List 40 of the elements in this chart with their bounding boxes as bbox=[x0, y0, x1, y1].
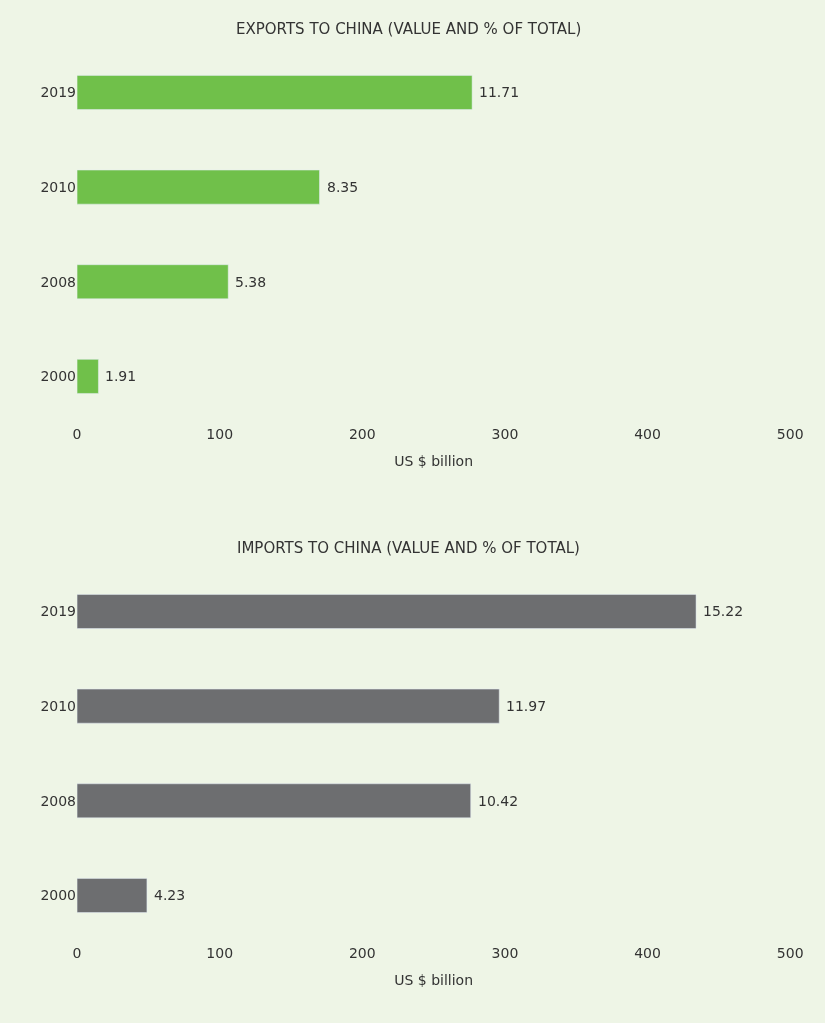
x-axis-title: US $ billion bbox=[394, 453, 474, 470]
annotation: 4.23 bbox=[154, 887, 186, 903]
chart-title: EXPORTS TO CHINA (VALUE AND % OF TOTAL) bbox=[236, 20, 582, 38]
annotation: 5.38 bbox=[235, 274, 267, 290]
bar bbox=[77, 783, 471, 819]
x-tick-label: 400 bbox=[634, 425, 661, 442]
annotation: 15.22 bbox=[703, 603, 744, 619]
x-tick-label: 200 bbox=[348, 944, 376, 961]
annotation: 1.91 bbox=[105, 368, 137, 384]
x-tick-label: 0 bbox=[72, 425, 82, 442]
x-tick-label: 100 bbox=[206, 425, 234, 442]
x-axis-title: US $ billion bbox=[394, 972, 474, 989]
x-tick-label: 400 bbox=[634, 944, 661, 961]
annotation: 11.71 bbox=[479, 84, 520, 100]
x-tick-label: 300 bbox=[491, 425, 519, 442]
x-tick-label: 200 bbox=[348, 425, 376, 442]
x-tick-label: 0 bbox=[72, 944, 82, 961]
y-tick-label: 2008 bbox=[40, 792, 77, 809]
y-tick-label: 2000 bbox=[40, 887, 77, 904]
bar bbox=[77, 75, 473, 110]
annotation: 8.35 bbox=[327, 179, 359, 195]
y-tick-label: 2008 bbox=[40, 273, 77, 290]
bar bbox=[77, 594, 697, 629]
annotation: 10.42 bbox=[478, 793, 519, 809]
y-tick-label: 2000 bbox=[40, 368, 77, 385]
y-tick-label: 2010 bbox=[40, 698, 77, 715]
x-tick-label: 100 bbox=[206, 944, 234, 961]
y-tick-label: 2019 bbox=[40, 603, 77, 620]
x-tick-label: 300 bbox=[491, 944, 519, 961]
bar bbox=[77, 688, 500, 724]
bar bbox=[77, 878, 148, 913]
bar bbox=[77, 169, 320, 205]
bar bbox=[77, 359, 99, 394]
annotation: 11.97 bbox=[506, 698, 547, 714]
bar bbox=[77, 264, 229, 300]
x-tick-label: 500 bbox=[776, 944, 804, 961]
y-tick-label: 2019 bbox=[40, 84, 77, 101]
chart-title: IMPORTS TO CHINA (VALUE AND % OF TOTAL) bbox=[237, 539, 580, 557]
x-tick-label: 500 bbox=[776, 425, 804, 442]
y-tick-label: 2010 bbox=[40, 178, 77, 195]
